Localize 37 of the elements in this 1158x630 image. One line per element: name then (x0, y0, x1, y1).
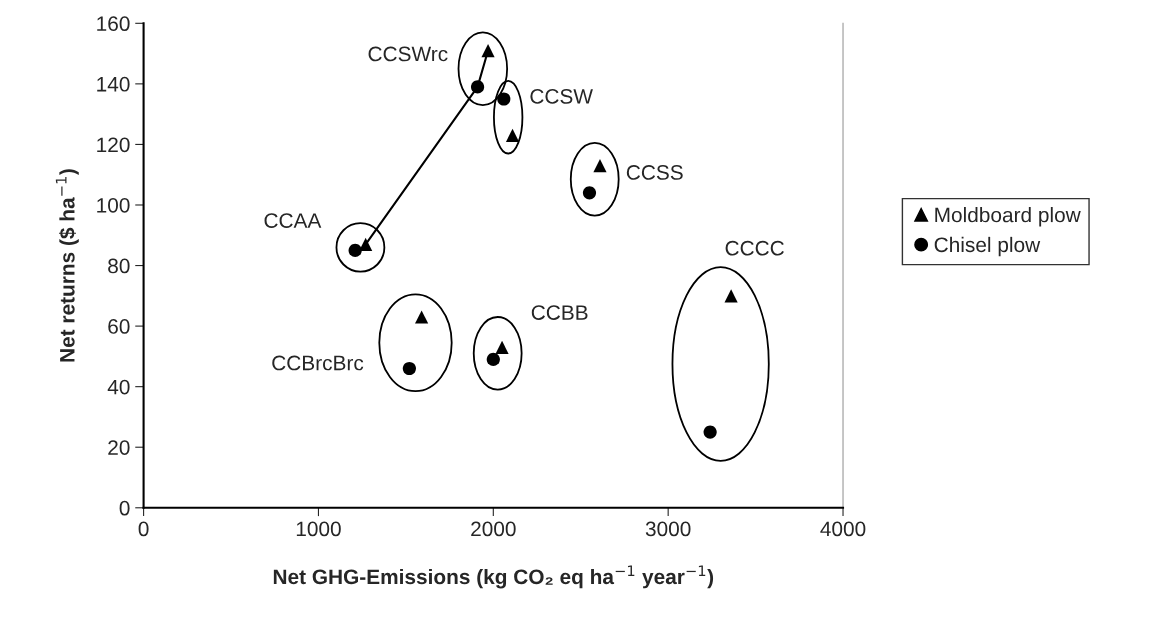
y-tick-label: 160 (97, 16, 130, 32)
y-tick-label: 80 (108, 258, 130, 274)
point (582, 186, 597, 200)
point (703, 425, 717, 439)
point (481, 43, 495, 58)
x-tick-label: 3000 (645, 521, 691, 537)
point (486, 352, 500, 366)
annotation: CCBrcBrc (272, 355, 364, 371)
point (724, 289, 738, 303)
y-tick-label: 0 (119, 500, 130, 516)
annotation: CCSWrc (368, 46, 448, 62)
point (593, 159, 607, 173)
point (495, 340, 509, 354)
y-tick-label: 40 (107, 379, 130, 395)
point (505, 128, 520, 142)
point (497, 92, 511, 106)
point (470, 80, 485, 94)
y-axis-title: Net returns ($ ha$^{−1}$) (55, 169, 79, 362)
y-tick-label: 100 (97, 197, 130, 213)
annotation: CCBB (531, 305, 588, 320)
y-tick-label: 60 (108, 319, 130, 334)
x-tick-label: 1000 (296, 521, 341, 537)
legend-label: Chisel plow (934, 236, 1041, 257)
x-tick-label: 0 (138, 521, 149, 537)
x-tick-label: 2000 (471, 521, 516, 537)
legend-label: Moldboard plow (935, 207, 1081, 227)
y-tick-label: 140 (97, 76, 130, 92)
point (415, 310, 429, 324)
annotation: CCCC (725, 240, 784, 256)
x-tick-label: 4000 (820, 521, 866, 537)
point (402, 361, 416, 376)
annotation: CCSS (626, 165, 683, 180)
annotation: CCSW (530, 89, 593, 104)
y-tick-label: 20 (108, 440, 130, 455)
x-axis-title: Net GHG-Emissions (kg CO₂ eq ha$^{−1}$ year$^{−1}$) (273, 565, 714, 589)
annotation: CCAA (264, 213, 322, 228)
y-tick-label: 120 (97, 137, 130, 153)
